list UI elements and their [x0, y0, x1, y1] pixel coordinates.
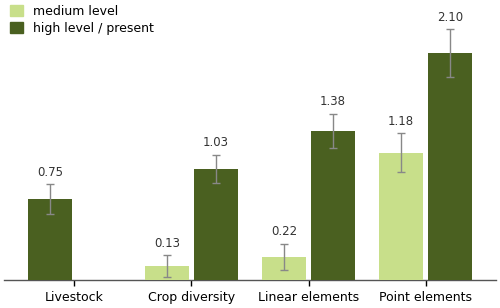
Legend: medium level, high level / present: medium level, high level / present: [10, 5, 154, 34]
Bar: [262, 257, 306, 280]
Bar: [379, 152, 424, 280]
Text: 0.22: 0.22: [271, 225, 297, 238]
Text: 2.10: 2.10: [437, 11, 463, 24]
Text: 0.13: 0.13: [154, 237, 180, 250]
Text: 1.38: 1.38: [320, 95, 346, 108]
Text: 1.03: 1.03: [203, 136, 229, 149]
Bar: [28, 199, 72, 280]
Text: 1.18: 1.18: [388, 115, 414, 128]
Bar: [144, 266, 189, 280]
Bar: [194, 169, 238, 280]
Bar: [428, 53, 472, 280]
Bar: [311, 131, 356, 280]
Text: 0.75: 0.75: [37, 166, 63, 179]
